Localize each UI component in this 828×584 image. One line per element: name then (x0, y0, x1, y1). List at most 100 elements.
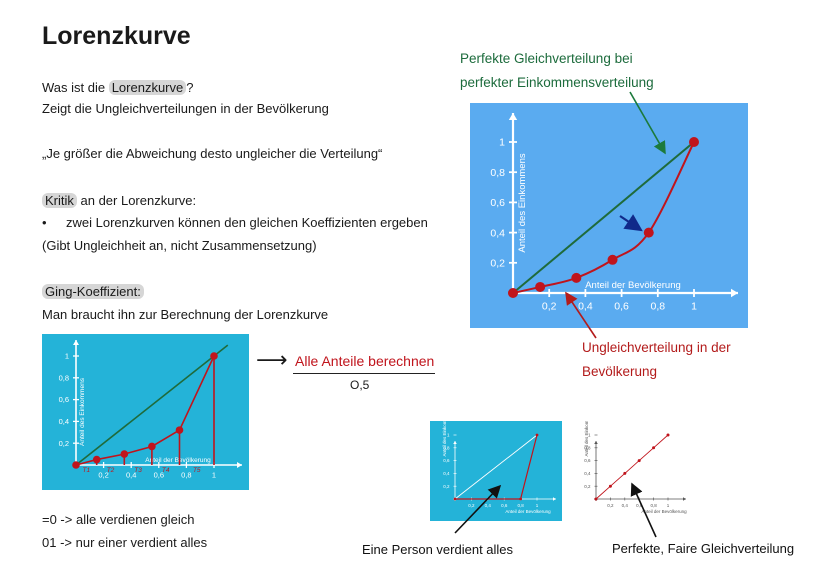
intro-question-suffix: ? (186, 80, 194, 95)
x-tick-label: 0,8 (650, 503, 657, 508)
fraction-numerator: Alle Anteile berechnen (295, 353, 435, 369)
x-tick-label: 0,8 (181, 471, 191, 480)
data-point (666, 433, 670, 437)
data-point (608, 484, 612, 488)
x-tick-label: 1 (212, 471, 216, 480)
data-point (92, 455, 101, 464)
annotation-green-line1: Perfekte Gleichverteilung bei (460, 51, 633, 66)
data-point (508, 288, 518, 298)
intro-quote: „Je größer die Abweichung desto ungleich… (42, 146, 383, 161)
x-axis-label: Anteil der Bevölkerung (505, 509, 551, 514)
x-tick-label: 0,4 (578, 301, 593, 313)
x-axis-arrow-icon (553, 497, 556, 501)
kritik-heading-suffix: an der Lorenzkurve: (76, 193, 197, 208)
kritik-bullet-point: • (42, 215, 47, 230)
x-axis-arrow-icon (683, 497, 686, 501)
x-tick-label: 0,4 (485, 503, 492, 508)
data-point (623, 471, 627, 475)
x-tick-label: 0,6 (501, 503, 508, 508)
black-arrow-one-person (454, 484, 502, 534)
y-axis-arrow-icon (73, 340, 79, 345)
y-axis-label: Anteil des Einkommens (442, 421, 447, 457)
gini-zero-meaning: =0 -> alle verdienen gleich (42, 512, 195, 527)
y-axis-label: Anteil des Einkommens (517, 153, 528, 253)
y-tick-label: 0,2 (59, 439, 69, 448)
data-point (571, 272, 582, 283)
y-tick-label: 1 (499, 137, 505, 149)
x-tick-label: 0,8 (517, 503, 524, 508)
annotation-fair: Perfekte, Faire Gleichverteilung (612, 541, 795, 556)
data-point (689, 137, 699, 147)
x-tick-label: 0,2 (468, 503, 475, 508)
x-tick-label: 1 (667, 503, 670, 508)
x-tick-label: 0,4 (622, 503, 629, 508)
data-point (594, 497, 598, 501)
y-tick-label: 0,4 (59, 417, 69, 426)
equality-line (454, 434, 538, 500)
y-tick-label: 0,8 (443, 445, 450, 450)
data-point (453, 497, 457, 501)
arrow-right-icon: ⟶ (256, 347, 288, 372)
segment-label: T2 (107, 467, 115, 474)
y-tick-label: 0,4 (490, 227, 505, 239)
y-tick-label: 0,8 (490, 167, 505, 179)
data-point (652, 446, 656, 450)
x-tick-label: 0,6 (636, 503, 643, 508)
y-tick-label: 0,6 (443, 458, 450, 463)
x-axis-label: Anteil der Bevölkerung (641, 509, 687, 514)
gini-heading: Ging-Koeffizient: (42, 284, 144, 300)
page-title: Lorenzkurve (42, 22, 191, 50)
y-tick-label: 0,2 (490, 257, 505, 269)
y-tick-label: 1 (588, 433, 591, 438)
y-tick-label: 0,2 (584, 484, 591, 489)
x-axis-label: Anteil der Bevölkerung (145, 457, 211, 464)
y-tick-label: 0,4 (443, 471, 450, 476)
lorenz-curve (595, 434, 669, 500)
x-axis-label: Anteil der Bevölkerung (585, 280, 681, 291)
black-arrow-fair (630, 482, 657, 538)
x-axis-arrow-icon (731, 288, 738, 298)
fraction-denominator: O,5 (350, 378, 370, 392)
equality-line (75, 344, 229, 466)
fraction-bar (293, 373, 435, 374)
y-tick-label: 0,6 (584, 458, 591, 463)
annotation-red-line1: Ungleichverteilung in der (582, 340, 731, 355)
red-arrow (565, 291, 597, 339)
y-axis-arrow-icon (453, 441, 457, 444)
x-tick-label: 0,4 (126, 471, 136, 480)
intro-question-prefix: Was ist die (42, 80, 109, 95)
highlight-kritik: Kritik (42, 193, 77, 208)
x-tick-label: 1 (691, 301, 697, 313)
y-axis-label: Anteil des Einkommens (79, 377, 86, 446)
data-point (120, 450, 129, 458)
annotation-one-person: Eine Person verdient alles (362, 542, 514, 557)
data-point (643, 227, 654, 238)
kritik-bullet-text: zwei Lorenzkurven können den gleichen Ko… (66, 215, 428, 230)
x-tick-label: 1 (536, 503, 539, 508)
gini-description: Man braucht ihn zur Berechnung der Loren… (42, 307, 329, 322)
data-point (72, 461, 80, 469)
y-axis-label: Anteil des Einkommens (584, 421, 589, 457)
y-tick-label: 0,6 (490, 197, 505, 209)
chart-background (574, 421, 690, 521)
y-tick-label: 1 (447, 433, 450, 438)
x-tick-label: 0,6 (154, 471, 164, 480)
intro-definition: Zeigt die Ungleichverteilungen in der Be… (42, 101, 329, 116)
y-tick-label: 0,6 (59, 395, 69, 404)
data-point (637, 459, 641, 463)
kritik-note: (Gibt Ungleichheit an, nicht Zusammenset… (42, 238, 317, 253)
chart-background (430, 421, 562, 521)
x-axis-arrow-icon (237, 462, 242, 468)
data-point (175, 426, 184, 434)
x-tick-label: 0,6 (614, 301, 629, 313)
data-point (148, 442, 156, 451)
y-tick-label: 1 (65, 352, 69, 361)
data-point (519, 497, 522, 501)
blue-arrow (619, 214, 643, 232)
segment-label: T1 (83, 467, 91, 474)
x-tick-label: 0,8 (650, 301, 665, 313)
data-point (607, 254, 618, 265)
